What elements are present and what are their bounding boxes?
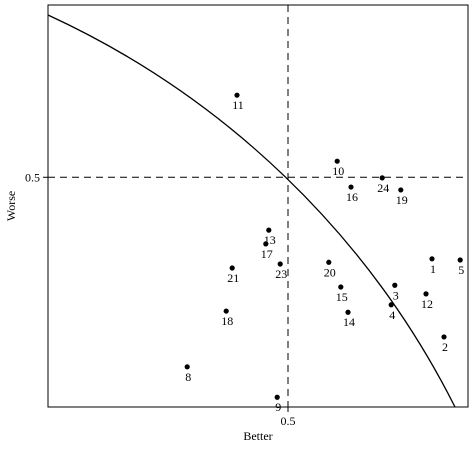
- point: [229, 265, 235, 271]
- point-label: 3: [393, 288, 399, 302]
- point: [223, 308, 229, 314]
- point-label: 4: [389, 308, 395, 322]
- point: [184, 364, 190, 370]
- point-label: 2: [442, 340, 448, 354]
- point-label: 1: [430, 262, 436, 276]
- point: [338, 284, 344, 290]
- point: [334, 158, 340, 164]
- point: [392, 282, 398, 288]
- x-axis-label: Better: [243, 429, 272, 443]
- point: [345, 309, 351, 315]
- point: [234, 92, 240, 98]
- point-label: 20: [324, 265, 336, 279]
- frontier-curve: [47, 14, 456, 408]
- point: [457, 257, 463, 263]
- y-axis-label: Worse: [4, 191, 18, 221]
- point: [266, 227, 272, 233]
- point-label: 5: [458, 263, 464, 277]
- point: [398, 187, 404, 193]
- x-tick-label: 0.5: [281, 414, 296, 428]
- plot-frame: [47, 4, 469, 408]
- point-label: 9: [275, 400, 281, 414]
- point: [441, 334, 447, 340]
- point-label: 16: [346, 190, 358, 204]
- point-label: 24: [377, 181, 389, 195]
- point: [274, 394, 280, 400]
- point-label: 17: [261, 247, 273, 261]
- point-label: 12: [421, 297, 433, 311]
- point-label: 23: [275, 267, 287, 281]
- point: [263, 241, 269, 247]
- point-label: 14: [343, 315, 355, 329]
- point-label: 15: [336, 290, 348, 304]
- point-label: 21: [227, 271, 239, 285]
- point: [348, 184, 354, 190]
- point-label: 11: [232, 98, 244, 112]
- y-tick-label: 0.5: [25, 170, 40, 184]
- point-label: 8: [185, 370, 191, 384]
- point-label: 19: [396, 193, 408, 207]
- point: [423, 291, 429, 297]
- point: [379, 175, 385, 181]
- point: [326, 259, 332, 265]
- point-label: 10: [332, 164, 344, 178]
- point: [388, 302, 394, 308]
- point-label: 18: [221, 314, 233, 328]
- point: [429, 256, 435, 262]
- point: [277, 261, 283, 267]
